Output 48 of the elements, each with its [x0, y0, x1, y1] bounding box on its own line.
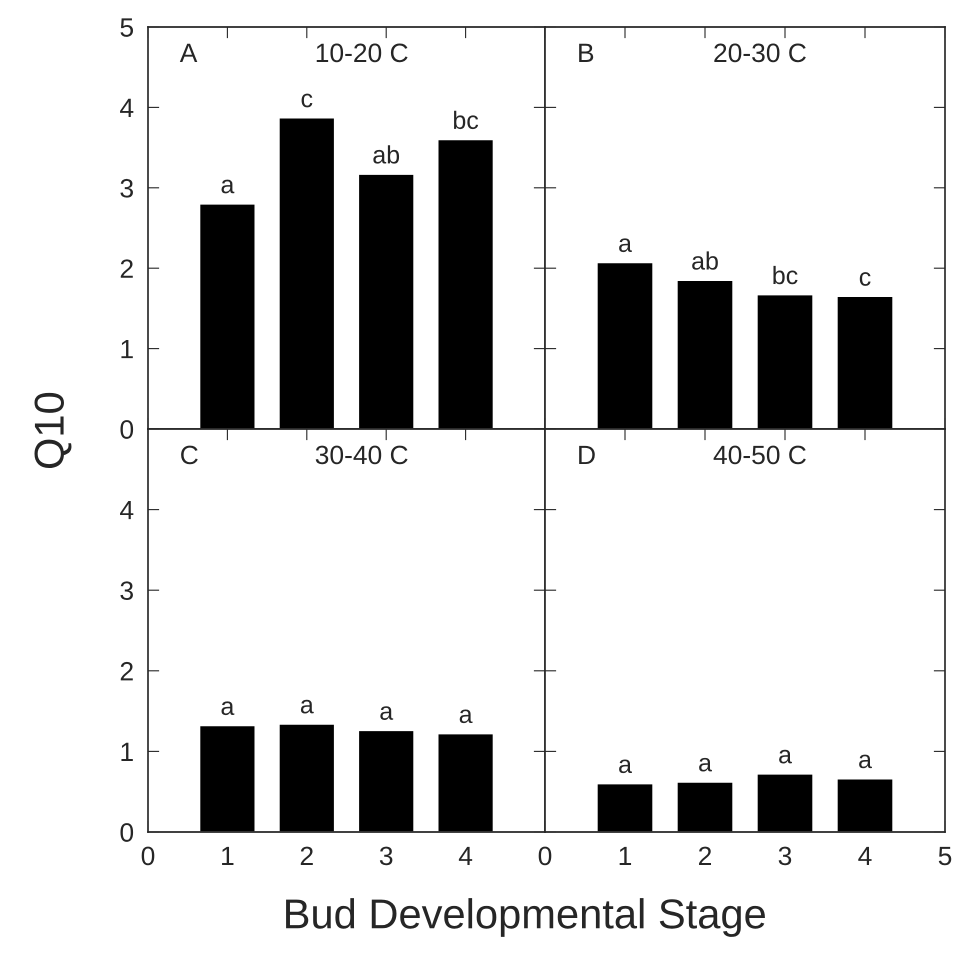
annotation: bc	[454, 110, 478, 130]
annotation: a	[619, 759, 632, 774]
annotation: a	[859, 754, 872, 768]
annotation: ab	[373, 145, 400, 164]
annotation: 40-50 C	[714, 446, 806, 464]
annotation: a	[380, 706, 394, 720]
y-tick-label: 1	[121, 340, 133, 358]
annotation: 10-20 C	[316, 44, 408, 62]
annotation: a	[460, 709, 473, 724]
annotation: bc	[773, 266, 798, 284]
y-tick-label: 2	[120, 259, 133, 278]
y-tick-label: 4	[120, 501, 134, 520]
annotation: a	[300, 700, 314, 714]
y-axis-title: Q10	[34, 392, 72, 468]
annotation: D	[579, 446, 595, 464]
y-tick-label: 3	[120, 178, 133, 198]
y-tick-label: 5	[120, 18, 134, 37]
annotation: a	[222, 180, 234, 194]
annotation: 20-30 C	[714, 44, 806, 62]
annotation: 30-40 C	[316, 446, 408, 464]
y-tick-label: 0	[120, 420, 134, 439]
annotation: a	[779, 750, 792, 764]
annotation: B	[579, 44, 594, 62]
annotation: A	[180, 44, 198, 62]
x-tick-label: 2	[300, 846, 313, 866]
x-axis-title: Bud Developmental Stage	[286, 898, 765, 937]
x-tick-label: 0	[538, 846, 552, 866]
y-tick-label: 0	[120, 823, 134, 842]
y-tick-label: 2	[120, 662, 133, 680]
annotation: c	[302, 94, 312, 108]
x-tick-label: 3	[380, 846, 392, 866]
y-tick-label: 3	[120, 581, 133, 600]
x-tick-label: 0	[142, 846, 154, 866]
x-tick-label: 1	[222, 846, 234, 866]
annotation: C	[181, 446, 198, 464]
x-tick-label: 4	[858, 846, 872, 866]
y-tick-label: 1	[121, 742, 133, 761]
x-tick-label: 5	[938, 846, 952, 866]
x-tick-label: 4	[458, 846, 472, 866]
annotation: c	[860, 272, 871, 286]
y-tick-label: 4	[120, 98, 134, 117]
annotation: a	[222, 701, 234, 716]
annotation: ab	[692, 251, 718, 270]
x-tick-label: 3	[778, 846, 792, 866]
annotation: a	[699, 758, 712, 772]
x-tick-label: 2	[698, 846, 712, 866]
annotation: a	[619, 238, 632, 252]
x-tick-label: 1	[620, 846, 632, 866]
